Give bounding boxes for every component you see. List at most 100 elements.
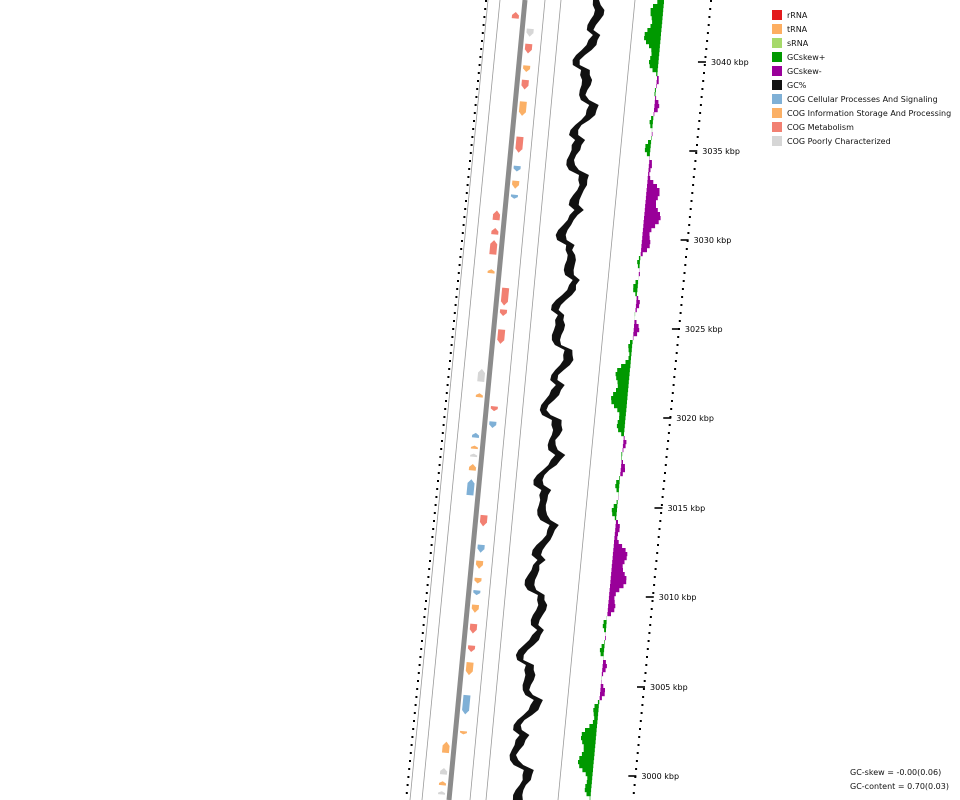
inner-tick (458, 264, 461, 266)
gc-skew-bar (640, 252, 643, 257)
legend-swatch (772, 66, 782, 76)
gc-skew-bar (648, 164, 652, 169)
gc-skew-bar (601, 672, 604, 677)
gc-skew-bar (635, 280, 639, 285)
gene-feature (466, 479, 475, 496)
axis-tick-minor (641, 704, 644, 706)
legend-swatch (772, 24, 782, 34)
gc-skew-bar (650, 124, 653, 129)
axis-tick-minor (705, 48, 708, 50)
gc-skew-bar (607, 612, 611, 617)
axis-tick-minor (710, 0, 712, 2)
gc-skew-bar (645, 200, 656, 205)
gc-skew-bar (607, 608, 615, 613)
axis-tick-minor (692, 184, 695, 186)
axis-tick-minor (678, 320, 681, 322)
gc-skew-bar (648, 140, 652, 145)
inner-tick (469, 152, 472, 154)
gene-feature (477, 544, 485, 553)
gc-skew-bar (612, 556, 627, 561)
gc-skew-bar (654, 108, 658, 113)
inner-tick (479, 56, 482, 58)
axis-tick-minor (658, 528, 661, 530)
gene-feature (491, 228, 499, 235)
axis-tick-minor (656, 552, 659, 554)
inner-tick (470, 144, 473, 146)
gc-skew-bar (651, 116, 654, 121)
axis-tick-minor (685, 256, 687, 258)
gc-skew-bar (654, 100, 659, 105)
gc-skew-bar (593, 712, 599, 717)
inner-tick (459, 256, 462, 258)
gc-skew-bar (646, 192, 660, 197)
legend-swatch (772, 52, 782, 62)
axis-tick-minor (646, 656, 648, 658)
track-line (469, 0, 546, 800)
gc-skew-bar (647, 180, 654, 185)
gc-skew-bar (629, 352, 632, 357)
inner-tick (436, 488, 439, 490)
gc-skew-bar (615, 484, 620, 489)
inner-tick (405, 792, 408, 794)
axis-tick-minor (649, 616, 652, 618)
gc-skew-bar (610, 584, 624, 589)
legend-item-gcskew-plus: GCskew+ (772, 50, 951, 64)
inner-tick (474, 104, 477, 106)
legend-label: tRNA (787, 24, 808, 34)
gene-feature (475, 393, 483, 398)
legend-item-cog-metabolism: COG Metabolism (772, 120, 951, 134)
inner-tick (424, 608, 427, 610)
gc-skew-bar (636, 296, 639, 301)
axis-tick-minor (666, 448, 669, 450)
gc-skew-bar (647, 28, 662, 33)
gc-skew-bar (581, 736, 596, 741)
track-line (421, 0, 501, 800)
gc-skew-bar (654, 92, 656, 97)
axis-tick-minor (649, 624, 652, 626)
gc-skew-bar (655, 96, 657, 101)
inner-tick (442, 424, 445, 426)
axis-tick-minor (648, 632, 651, 634)
axis-tick-minor (660, 504, 663, 506)
inner-tick (427, 576, 430, 578)
inner-tick (433, 520, 435, 522)
gc-skew-bar (600, 652, 604, 657)
gene-feature (524, 43, 533, 54)
inner-tick (447, 376, 450, 378)
gc-skew-bar (649, 160, 652, 165)
inner-tick (432, 528, 435, 530)
gc-skew-bar (651, 52, 660, 57)
inner-tick (440, 448, 443, 450)
axis-tick-minor (650, 608, 653, 610)
legend-item-cog-poorly: COG Poorly Characterized (772, 134, 951, 148)
gc-skew-bar (633, 328, 640, 333)
inner-tick (423, 616, 426, 618)
gc-skew-bar (642, 228, 652, 233)
axis-tick-minor (670, 408, 673, 410)
gc-skew-bar (620, 472, 623, 477)
axis-tick-minor (653, 584, 656, 586)
inner-tick (419, 656, 422, 658)
gene-feature (439, 768, 448, 775)
inner-tick (437, 472, 440, 474)
gene-feature (467, 645, 476, 652)
inner-tick (441, 432, 444, 434)
gc-skew-bar (641, 248, 647, 253)
gene-feature (462, 694, 471, 715)
inner-tick (452, 328, 455, 330)
gc-skew-bar (623, 436, 625, 441)
axis-tick-minor (680, 304, 683, 306)
gc-skew-bar (645, 144, 651, 149)
gene-feature (492, 210, 501, 221)
gc-content-stat: GC-content = 0.70(0.03) (850, 782, 949, 791)
axis-tick-minor (697, 128, 700, 130)
inner-tick (445, 392, 448, 394)
track-line (409, 0, 489, 800)
inner-tick (446, 384, 449, 386)
inner-tick (461, 240, 463, 242)
gc-skew-bar (651, 16, 663, 21)
gc-skew-bar (638, 272, 640, 277)
inner-tick (431, 536, 434, 538)
inner-tick (415, 696, 418, 698)
legend-label: COG Information Storage And Processing (787, 108, 952, 118)
